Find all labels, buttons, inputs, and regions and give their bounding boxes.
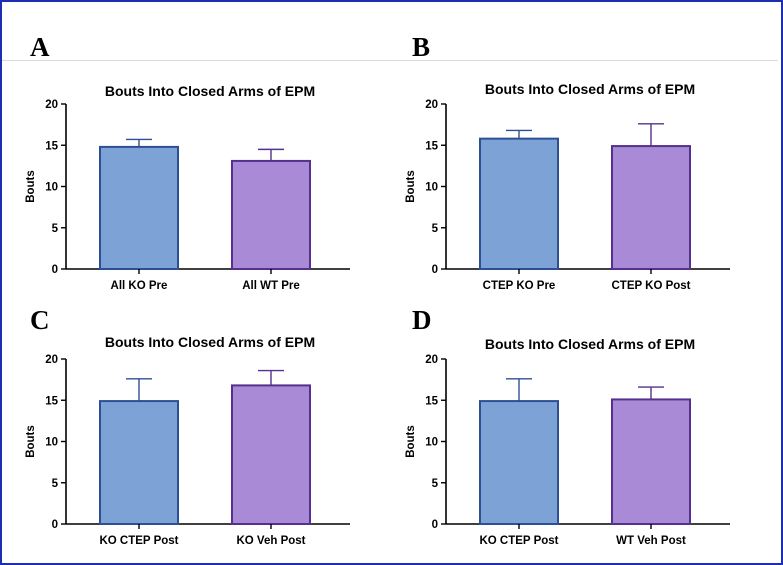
y-tick-label: 10 xyxy=(425,182,438,194)
y-tick-label: 10 xyxy=(45,437,58,449)
bar xyxy=(611,145,691,270)
panel-c: C Bouts Into Closed Arms of EPM Bouts 0 5 10… xyxy=(20,285,400,560)
chart-d: Bouts Into Closed Arms of EPM Bouts 0 5 10 15… xyxy=(405,336,730,547)
panel-letter: C xyxy=(30,305,50,335)
y-tick-label: 20 xyxy=(425,354,438,366)
y-tick-label: 20 xyxy=(425,99,438,111)
y-axis-label: Bouts xyxy=(405,170,417,203)
y-tick-label: 0 xyxy=(432,264,438,276)
y-tick-label: 5 xyxy=(432,223,439,235)
chart-title: Bouts Into Closed Arms of EPM xyxy=(485,81,695,97)
panel-letter: A xyxy=(30,32,50,62)
bar xyxy=(611,398,691,525)
y-tick-label: 20 xyxy=(45,354,58,366)
bar xyxy=(479,137,559,271)
x-tick-label: All WT Pre xyxy=(242,280,300,292)
y-tick-label: 10 xyxy=(425,437,438,449)
x-tick-label: CTEP KO Pre xyxy=(483,280,556,292)
y-axis-label: Bouts xyxy=(25,170,37,203)
bar xyxy=(479,400,559,525)
y-tick-label: 5 xyxy=(52,478,59,490)
bar xyxy=(99,145,179,270)
y-tick-label: 0 xyxy=(432,519,438,531)
bar xyxy=(231,159,311,270)
chart-c: Bouts Into Closed Arms of EPM Bouts 0 5 10 15… xyxy=(25,334,350,547)
x-tick-label: KO Veh Post xyxy=(236,535,305,547)
chart-title: Bouts Into Closed Arms of EPM xyxy=(105,334,315,350)
y-tick-label: 5 xyxy=(52,223,59,235)
panel-a: A Bouts Into Closed Arms of EPM Bouts 0 5 10… xyxy=(20,30,400,305)
y-tick-label: 15 xyxy=(425,395,438,407)
y-tick-label: 20 xyxy=(45,99,58,111)
y-tick-label: 15 xyxy=(45,395,58,407)
panel-letter: D xyxy=(412,305,432,335)
x-tick-label: KO CTEP Post xyxy=(99,535,178,547)
bar xyxy=(99,400,179,525)
chart-a: Bouts Into Closed Arms of EPM Bouts 0 5 10 15… xyxy=(25,83,350,292)
x-tick-label: KO CTEP Post xyxy=(479,535,558,547)
y-axis-label: Bouts xyxy=(405,425,417,458)
y-tick-label: 0 xyxy=(52,264,58,276)
y-tick-label: 0 xyxy=(52,519,58,531)
y-tick-label: 15 xyxy=(425,140,438,152)
y-tick-label: 5 xyxy=(432,478,439,490)
chart-b: Bouts Into Closed Arms of EPM Bouts 0 5 10 15… xyxy=(405,81,730,292)
panel-letter: B xyxy=(412,32,431,62)
chart-title: Bouts Into Closed Arms of EPM xyxy=(105,83,315,99)
bar xyxy=(231,384,311,526)
panel-b: B Bouts Into Closed Arms of EPM Bouts 0 5 10… xyxy=(400,30,780,305)
header-rule xyxy=(2,60,778,61)
y-tick-label: 15 xyxy=(45,140,58,152)
y-tick-label: 10 xyxy=(45,182,58,194)
panel-d: D Bouts Into Closed Arms of EPM Bouts 0 5 10… xyxy=(400,285,780,560)
chart-title: Bouts Into Closed Arms of EPM xyxy=(485,336,695,352)
x-tick-label: All KO Pre xyxy=(111,280,168,292)
x-tick-label: CTEP KO Post xyxy=(611,280,690,292)
x-tick-label: WT Veh Post xyxy=(616,535,686,547)
y-axis-label: Bouts xyxy=(25,425,37,458)
